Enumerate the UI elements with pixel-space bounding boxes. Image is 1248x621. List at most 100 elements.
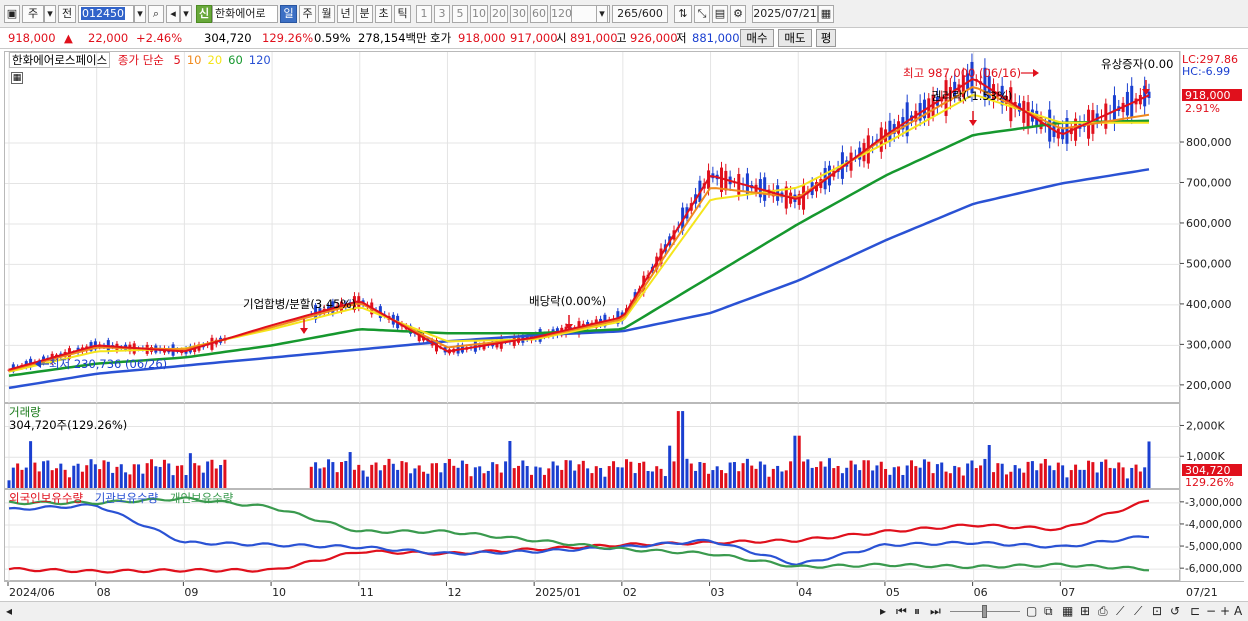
code-input[interactable]: 012450 (78, 5, 134, 23)
svg-text:배당락(0.00%): 배당락(0.00%) (529, 294, 606, 308)
volume-bar (1005, 474, 1008, 488)
volume-bar (534, 466, 538, 488)
period-tab-3[interactable]: 년 (337, 5, 354, 23)
last-icon[interactable]: ⏭ (930, 604, 941, 618)
x-tick-label: 05 (886, 586, 900, 599)
svg-text:최고 987,000 (06/16): 최고 987,000 (06/16) (903, 66, 1021, 80)
hline-icon[interactable]: ⊏ (1190, 604, 1201, 618)
count-field[interactable]: 265/600 (612, 5, 668, 23)
volume-bar (957, 467, 961, 488)
interval-tab-120[interactable]: 120 (550, 5, 572, 23)
grid-icon[interactable]: ▦ (11, 72, 23, 84)
save-icon[interactable]: ▤ (712, 5, 728, 23)
market-dropdown-icon[interactable]: ▾ (44, 5, 56, 23)
eval-button[interactable]: 평 (816, 29, 836, 47)
ask-label: 호가 (430, 31, 452, 45)
print-icon[interactable]: ⎙ (1098, 604, 1108, 618)
volume-bar (188, 453, 192, 488)
volume-bar (922, 459, 926, 488)
draw-icon[interactable]: ⤡ (694, 5, 710, 23)
interval-dropdown-icon[interactable]: ▾ (596, 5, 608, 23)
volume-bar (888, 474, 892, 488)
count-max: /600 (638, 7, 663, 20)
speaker-dropdown-icon[interactable]: ▾ (180, 5, 192, 23)
volume-bar (767, 476, 771, 488)
volume-bar (866, 460, 870, 488)
x-tick-label: 02 (623, 586, 637, 599)
buy-button[interactable]: 매수 (740, 29, 774, 47)
zoom-fit-icon[interactable]: ⊡ (1152, 604, 1163, 618)
stock-name-field[interactable]: 한화에어로 (212, 5, 278, 23)
period-tab-0[interactable]: 일 (280, 5, 297, 23)
volume-panel[interactable]: 거래량 304,720주(129.26%) (4, 403, 1181, 490)
volume-bar (219, 464, 223, 488)
period-tab-5[interactable]: 초 (375, 5, 392, 23)
candle (1143, 76, 1147, 115)
price-panel[interactable]: 기업합병/분할(3.45%) 배당락(0.00%) 권리락(-1.53%) 유상증자(… (4, 51, 1181, 404)
calendar-icon[interactable]: ▦ (818, 5, 834, 23)
volume-bar (625, 459, 628, 488)
period-tab-2[interactable]: 월 (318, 5, 335, 23)
grid-toggle-icon[interactable]: ▦ (1062, 604, 1074, 618)
candle (944, 73, 948, 124)
svg-text:권리락(-1.53%): 권리락(-1.53%) (931, 89, 1012, 103)
foreign-label: 외국인보유수량 (9, 491, 84, 505)
price-tick-label: 700,000 (1186, 176, 1232, 189)
volume-bar (162, 459, 166, 488)
interval-tab-5[interactable]: 5 (452, 5, 468, 23)
refresh-icon[interactable]: ↺ (1170, 604, 1181, 618)
market-select[interactable]: 주 (22, 5, 44, 23)
window-icon[interactable]: ▣ (4, 5, 20, 23)
prev-button[interactable]: 전 (58, 5, 76, 23)
sell-button[interactable]: 매도 (778, 29, 812, 47)
volume-bar (1069, 470, 1073, 488)
fib-tool-icon[interactable]: ⟋ (1134, 604, 1143, 618)
code-dropdown-icon[interactable]: ▾ (134, 5, 146, 23)
interval-tab-3[interactable]: 3 (434, 5, 450, 23)
split-icon[interactable]: ⊞ (1080, 604, 1091, 618)
zoom-in-icon[interactable]: + (1220, 604, 1231, 618)
candle (905, 94, 909, 144)
period-tab-1[interactable]: 주 (299, 5, 316, 23)
search-icon[interactable]: ⌕ (148, 5, 164, 23)
copy-icon[interactable]: ⧉ (1044, 604, 1053, 618)
volume-bar (158, 466, 162, 488)
volume-bar (948, 473, 952, 488)
volume-bar (469, 476, 473, 488)
date-field[interactable]: 2025/07/21 (752, 5, 818, 23)
interval-tab-20[interactable]: 20 (490, 5, 508, 23)
volume-bar (542, 474, 546, 488)
low-label: 저 (676, 31, 687, 45)
change-value: 22,000 (88, 31, 129, 45)
pause-icon[interactable]: ⏸ (914, 604, 921, 618)
volume-bar (707, 473, 711, 488)
period-tab-4[interactable]: 분 (356, 5, 373, 23)
layout-icon[interactable]: ▢ (1026, 604, 1038, 618)
ma-legend-5: 5 (173, 53, 181, 67)
zoom-slider-handle[interactable] (982, 605, 987, 618)
scroll-left-icon[interactable]: ◂ (6, 604, 13, 618)
holdings-panel[interactable]: 외국인보유수량 기관보유수량 개인보유수량 (4, 489, 1181, 582)
sell-label: 매도 (784, 31, 806, 45)
first-icon[interactable]: ⏮ (896, 604, 907, 618)
period-tab-6[interactable]: 틱 (394, 5, 411, 23)
speaker-icon[interactable]: ◂ (166, 5, 180, 23)
zoom-out-icon[interactable]: − (1206, 604, 1217, 618)
tools-icon[interactable]: ⇅ (674, 5, 692, 23)
price-axis-svg: 200,000 300,000 400,000 500,000 600,000 700,0… (1179, 51, 1242, 403)
x-axis: 2024/06 08 09 10 11 12 2025/01 02 03 04 05 06 07 07/2… (4, 581, 1244, 601)
new-badge: 신 (196, 5, 212, 23)
interval-tab-10[interactable]: 10 (470, 5, 488, 23)
gear-icon[interactable]: ⚙ (730, 5, 746, 23)
svg-text:기업합병/분할(3.45%): 기업합병/분할(3.45%) (243, 297, 356, 311)
interval-tab-30[interactable]: 30 (510, 5, 528, 23)
scroll-right-icon[interactable]: ▸ (880, 604, 887, 618)
interval-tab-1[interactable]: 1 (416, 5, 432, 23)
volume-bar (1078, 469, 1082, 488)
line-tool-icon[interactable]: ⟋ (1116, 604, 1125, 618)
volume-bar (538, 467, 542, 488)
interval-tab-60[interactable]: 60 (530, 5, 548, 23)
font-icon[interactable]: A (1234, 604, 1243, 618)
volume-bar (1112, 468, 1116, 488)
volume-bar (685, 458, 689, 488)
